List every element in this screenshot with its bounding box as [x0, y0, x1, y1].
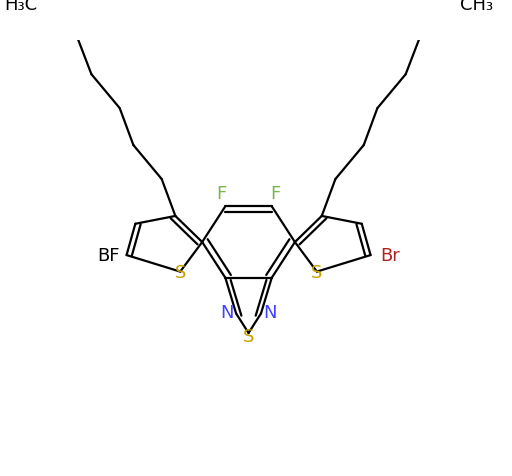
Text: F: F	[270, 185, 281, 203]
Text: H₃C: H₃C	[4, 0, 37, 14]
Text: CH₃: CH₃	[460, 0, 493, 14]
Text: BF: BF	[97, 247, 119, 265]
Text: Br: Br	[380, 247, 400, 265]
Text: S: S	[311, 263, 323, 281]
Text: N: N	[263, 304, 276, 321]
Text: S: S	[243, 328, 254, 346]
Text: N: N	[221, 304, 234, 321]
Text: F: F	[217, 185, 227, 203]
Text: S: S	[175, 263, 186, 281]
